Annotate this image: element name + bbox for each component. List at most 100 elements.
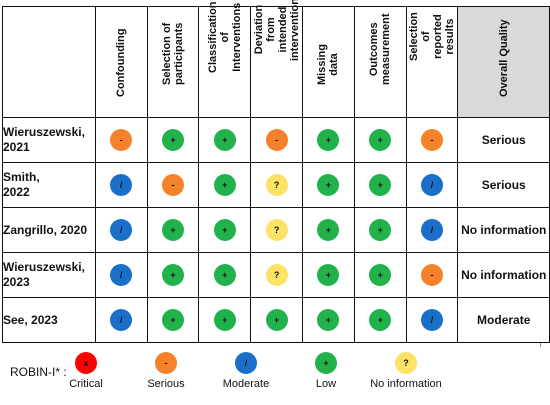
rating-symbol: + (377, 134, 383, 145)
rating-cell: + (198, 162, 252, 208)
rating-symbol: + (222, 269, 228, 280)
rating-cell: + (250, 297, 304, 343)
rating-symbol: ? (273, 269, 280, 280)
rating-symbol: + (170, 269, 176, 280)
overall-quality-header-label: Overall Quality (497, 19, 510, 97)
rating-serious-dot: - (161, 174, 184, 196)
rating-low-dot: + (369, 264, 392, 286)
legend-item-critical: x Critical (46, 350, 126, 390)
rating-low-dot: + (369, 174, 392, 196)
rating-low-dot: + (369, 219, 392, 241)
rating-low-dot: + (317, 129, 340, 151)
rating-symbol: + (222, 224, 228, 235)
rating-cell: / (94, 252, 148, 298)
risk-of-bias-table: Confounding Selection of participants Clas… (2, 0, 550, 343)
rating-cell: / (94, 162, 148, 208)
rating-symbol: + (325, 179, 332, 190)
table-body: Wieruszewski, 2021- + + - + + - Serious Smith, 2… (2, 117, 550, 343)
study-row: See, 2023 / + + + + + / Moderate (2, 297, 550, 343)
legend-item-no-information: ? No information (366, 350, 446, 390)
rating-moderate-dot: / (421, 219, 444, 241)
rating-low-dot: + (369, 129, 392, 151)
column-header: Selection of reported results (405, 6, 459, 118)
rating-serious-dot: - (421, 129, 444, 151)
study-row: Wieruszewski, 2023 / + +? + + - No information (2, 252, 550, 298)
rating-cell: ? (250, 252, 304, 298)
study-name: See, 2023 (2, 297, 96, 343)
study-name: Smith, 2022 (2, 162, 96, 208)
rating-cell: + (198, 297, 252, 343)
rating-low-dot: + (317, 219, 340, 241)
rating-symbol: / (430, 314, 434, 325)
legend-symbol: ? (403, 358, 409, 368)
rating-symbol: + (325, 134, 332, 145)
rating-symbol: - (430, 134, 434, 145)
header-row: Confounding Selection of participants Clas… (2, 0, 550, 118)
rating-symbol: / (119, 179, 123, 190)
rating-cell: - (94, 117, 148, 163)
rating-symbol: + (273, 314, 280, 325)
rating-cell: / (405, 297, 459, 343)
rating-symbol: / (119, 269, 123, 280)
rating-symbol: + (377, 314, 383, 325)
legend-item-moderate: / Moderate (206, 350, 286, 390)
rating-symbol: + (377, 269, 383, 280)
rating-symbol: - (171, 179, 175, 190)
study-name: Wieruszewski, 2021 (2, 117, 96, 163)
rating-cell: + (302, 117, 355, 163)
rating-cell: + (302, 162, 355, 208)
rating-symbol: - (119, 134, 123, 145)
rating-cell: + (353, 117, 407, 163)
overall-quality-value: Moderate (457, 297, 550, 343)
rating-cell: + (146, 117, 200, 163)
column-header-label: Deviation from intended intervention (252, 0, 301, 61)
rating-symbol: + (170, 134, 176, 145)
legend-label: Low (315, 378, 337, 390)
column-header-label: Confounding (115, 28, 128, 97)
rating-serious-dot: - (421, 264, 444, 286)
legend-moderate-dot: / (235, 352, 257, 374)
column-header: Confounding (94, 6, 148, 118)
rating-symbol: + (325, 269, 332, 280)
column-header-label: Outcomes measurement (368, 13, 393, 85)
rating-symbol: + (222, 314, 228, 325)
legend-title: ROBIN-I* : (10, 365, 67, 379)
column-header: Deviation from intended intervention (250, 0, 304, 118)
rating-cell: + (146, 207, 200, 253)
legend-low-dot: + (315, 352, 337, 374)
rating-cell: + (198, 117, 252, 163)
rating-moderate-dot: / (110, 219, 133, 241)
legend-symbol: x (83, 358, 89, 368)
legend-item-low: + Low (286, 350, 366, 390)
rating-moderate-dot: / (110, 264, 133, 286)
rating-symbol: + (222, 179, 228, 190)
rating-symbol: + (325, 224, 332, 235)
rating-low-dot: + (317, 174, 340, 196)
rating-symbol: + (325, 314, 332, 325)
legend-label: Serious (147, 378, 185, 390)
rating-low-dot: + (161, 309, 184, 331)
column-header: Selection of participants (146, 6, 200, 118)
study-name: Wieruszewski, 2023 (2, 252, 96, 298)
rating-symbol: / (430, 224, 434, 235)
legend-label: Critical (69, 378, 103, 390)
rating-moderate-dot: / (110, 309, 133, 331)
legend-label: No information (370, 378, 442, 390)
rating-low-dot: + (213, 309, 236, 331)
rating-cell: + (146, 252, 200, 298)
rating-moderate-dot: / (421, 174, 444, 196)
rating-low-dot: + (213, 129, 236, 151)
rating-low-dot: + (317, 309, 340, 331)
rating-cell: - (146, 162, 200, 208)
rating-symbol: + (222, 134, 228, 145)
legend-critical-dot: x (75, 352, 97, 374)
rating-cell: - (250, 117, 304, 163)
rating-cell: + (353, 207, 407, 253)
rating-low-dot: + (369, 309, 392, 331)
rating-cell: + (198, 252, 252, 298)
rating-moderate-dot: / (110, 174, 133, 196)
rating-no-information-dot: ? (265, 174, 288, 196)
column-header-label: Missing data (316, 44, 341, 85)
legend-label: Moderate (222, 378, 270, 390)
